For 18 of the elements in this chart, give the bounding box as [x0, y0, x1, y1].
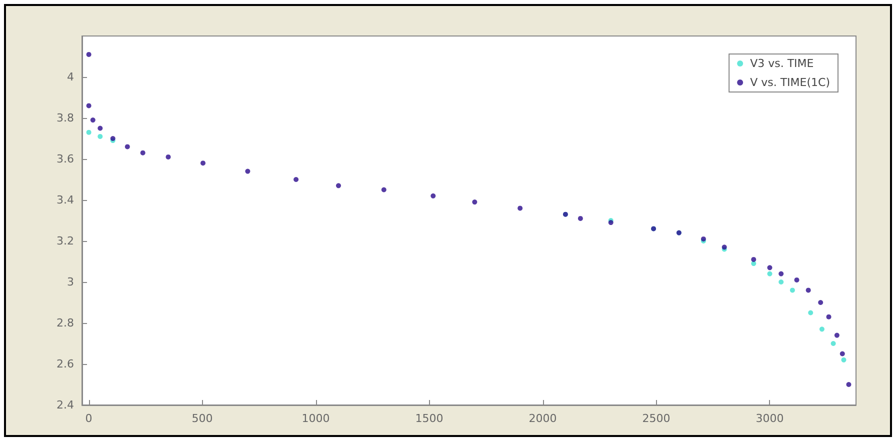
- y-tick-label: 2.6: [56, 358, 74, 370]
- y-tick-label: 2.4: [56, 398, 74, 412]
- y-tick-label: 3.2: [56, 234, 74, 248]
- x-tick-label: 500: [192, 412, 213, 425]
- x-tick-label: 0: [85, 412, 92, 425]
- y-tick-label: 3: [67, 276, 74, 288]
- y-tick-label: 4: [67, 70, 74, 84]
- y-tick-label: 3.4: [56, 194, 74, 206]
- y-tick-label: 3.8: [56, 112, 74, 124]
- x-tick-label: 2500: [642, 412, 670, 425]
- x-tick-label: 2000: [528, 412, 557, 425]
- legend-label: V vs. TIME(1C): [750, 76, 830, 89]
- y-tick-label: 3.6: [56, 152, 74, 166]
- legend-label: V3 vs. TIME: [750, 57, 814, 70]
- x-tick-label: 3000: [756, 412, 784, 425]
- x-tick-label: 1500: [415, 412, 444, 425]
- x-tick-label: 1000: [302, 412, 330, 425]
- y-tick-label: 2.8: [56, 316, 74, 330]
